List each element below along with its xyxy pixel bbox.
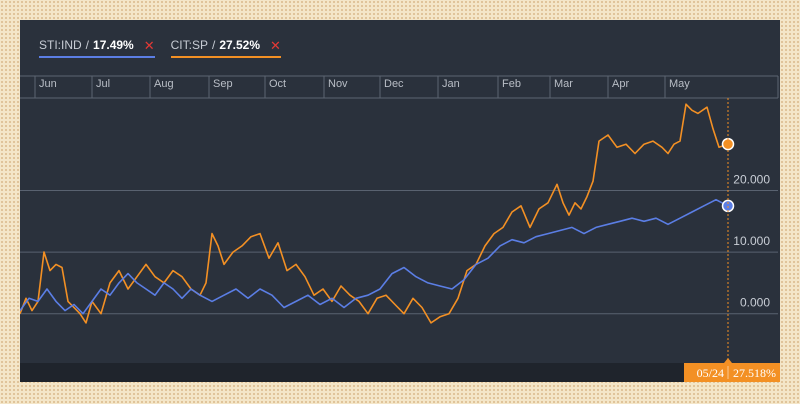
chart-panel: STI:IND / 17.49% ✕ CIT:SP / 27.52% ✕ Jun… — [20, 20, 780, 382]
crosshair: 05/24 27.518% — [684, 98, 780, 382]
month-label-jun: Jun — [39, 78, 57, 90]
month-label-nov: Nov — [328, 78, 348, 90]
legend-separator-sti: / — [85, 38, 90, 52]
legend-percent-sti: 17.49% — [93, 38, 134, 52]
legend-ticker-sti: STI:IND — [39, 38, 82, 52]
month-label-apr: Apr — [612, 78, 629, 90]
tooltip-date: 05/24 — [697, 366, 724, 380]
month-label-jul: Jul — [96, 78, 110, 90]
month-ticks: Jun Jul Aug Sep Oct Nov Dec Jan Feb Mar Apr May — [34, 76, 779, 98]
month-label-dec: Dec — [384, 78, 404, 90]
series-layer — [20, 103, 735, 324]
legend-item-sti[interactable]: STI:IND / 17.49% ✕ — [39, 38, 155, 58]
month-label-mar: Mar — [554, 78, 573, 90]
series-line-citsp — [20, 103, 729, 324]
series-line-stiind — [20, 198, 729, 315]
remove-sti-icon[interactable]: ✕ — [143, 37, 155, 53]
month-label-oct: Oct — [269, 78, 286, 90]
legend-item-cit[interactable]: CIT:SP / 27.52% ✕ — [170, 37, 281, 58]
remove-cit-icon[interactable]: ✕ — [270, 37, 281, 53]
legend-ticker-cit: CIT:SP — [170, 38, 208, 52]
y-tick-label-20: 20.000 — [733, 172, 770, 186]
crosshair-tooltip — [684, 363, 780, 382]
month-label-feb: Feb — [502, 78, 521, 90]
month-label-sep: Sep — [213, 78, 233, 90]
y-tick-label-10: 10.000 — [733, 234, 770, 248]
y-tick-label-0: 0.000 — [740, 296, 770, 310]
month-label-aug: Aug — [154, 78, 174, 90]
gridlines: 0.000 10.000 20.000 — [20, 172, 778, 315]
month-label-jan: Jan — [442, 78, 460, 90]
legend-percent-cit: 27.52% — [219, 38, 261, 52]
tooltip-value: 27.518% — [733, 366, 776, 380]
line-chart: Jun Jul Aug Sep Oct Nov Dec Jan Feb Mar Apr May 0.0… — [20, 75, 780, 382]
crosshair-pointer — [724, 358, 732, 363]
legend-separator-cit: / — [211, 38, 216, 52]
bottom-strip — [20, 363, 780, 382]
legend: STI:IND / 17.49% ✕ CIT:SP / 27.52% ✕ — [39, 38, 281, 60]
month-label-may: May — [669, 78, 690, 90]
